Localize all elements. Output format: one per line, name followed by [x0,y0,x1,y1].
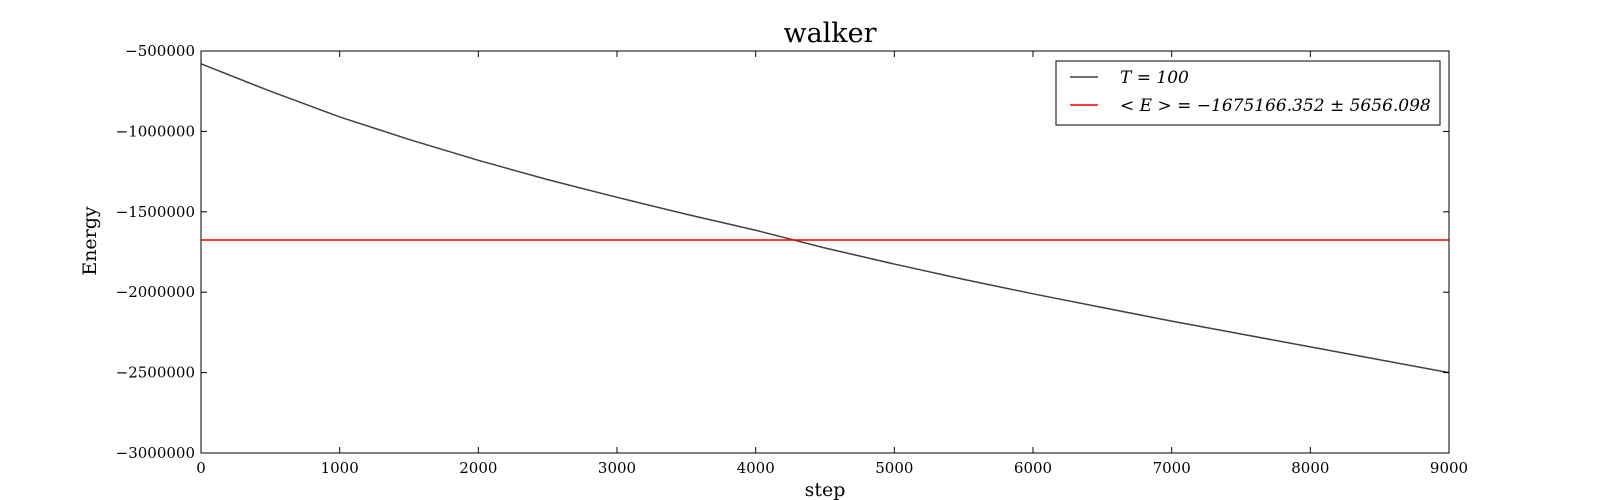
legend-label-walker: T = 100 [1120,68,1189,88]
axis-ticks: 0 1000 2000 3000 4000 5000 6000 7000 8000 9000 −50… [116,42,1468,477]
series-line-walker [200,63,1450,374]
legend-box [1055,60,1441,126]
x-tick-label: 0 [196,459,206,477]
x-tick-label: 4000 [737,459,775,477]
legend-label-mean: < E > = −1675166.352 ± 5656.098 [1120,96,1431,116]
x-tick-label: 3000 [598,459,636,477]
x-tick-label: 8000 [1291,459,1329,477]
y-axis-label: Energy [79,206,101,276]
x-tick-label: 2000 [459,459,497,477]
x-axis-label: step [805,479,846,500]
x-tick-label: 1000 [321,459,359,477]
chart-title: walker [783,18,876,49]
y-tick-label: −2500000 [116,364,195,382]
plot-lines [200,63,1450,374]
y-tick-label: −2000000 [116,283,195,301]
y-tick-label: −1000000 [116,122,195,140]
x-tick-label: 6000 [1014,459,1052,477]
y-tick-label: −1500000 [116,203,195,221]
y-tick-label: −500000 [125,42,195,60]
y-tick-label: −3000000 [116,444,195,462]
plot-frame [200,50,1450,454]
legend: T = 100 < E > = −1675166.352 ± 5656.098 [1055,60,1441,126]
x-tick-label: 7000 [1153,459,1191,477]
x-tick-label: 5000 [875,459,913,477]
x-tick-label: 9000 [1430,459,1468,477]
